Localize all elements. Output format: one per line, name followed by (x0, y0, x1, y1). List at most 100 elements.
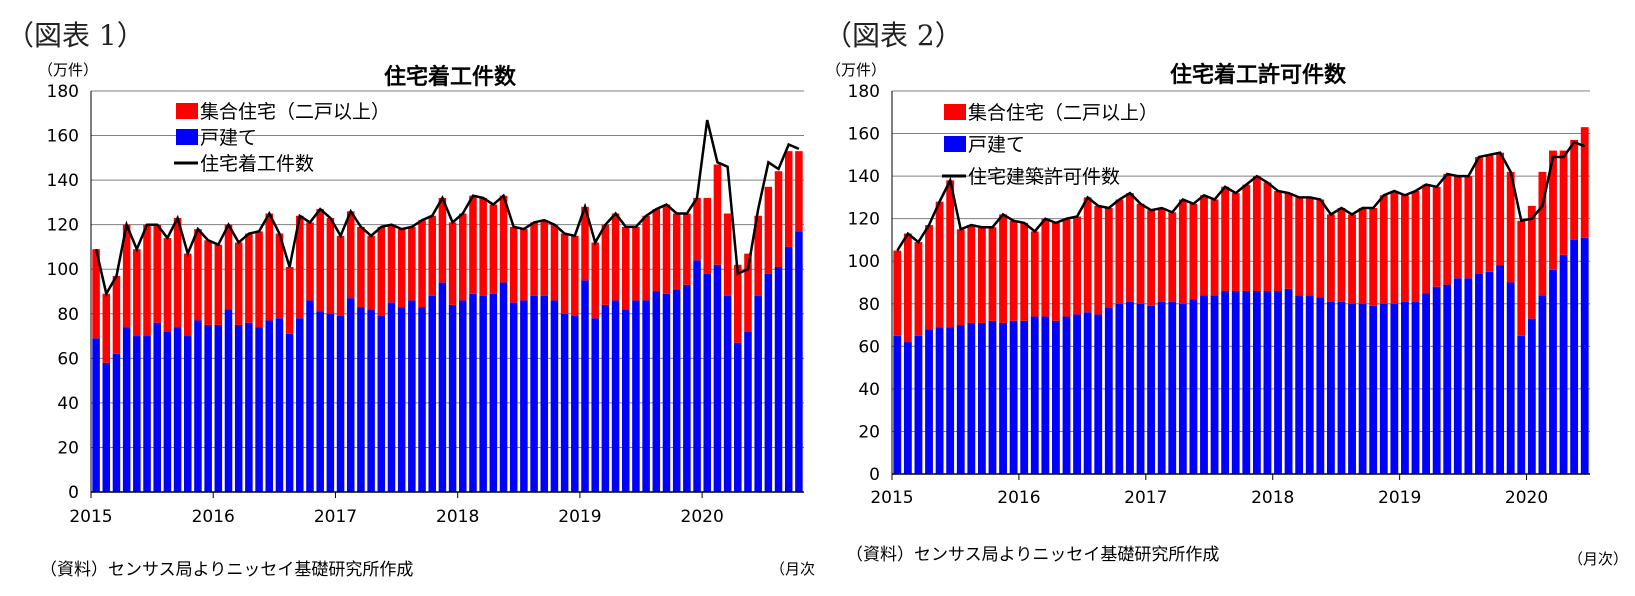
bar-single-family (214, 324, 223, 492)
bar-single-family (1274, 291, 1282, 474)
x-tick-label: 2017 (1124, 488, 1167, 508)
bar-single-family (173, 327, 182, 492)
bar-single-family (734, 342, 742, 492)
bar-multi-family (1517, 220, 1526, 336)
x-tick-label: 2016 (192, 507, 235, 527)
bar-multi-family (1062, 218, 1071, 317)
bar-single-family (903, 342, 912, 474)
bar-multi-family (428, 215, 436, 296)
bar-multi-family (967, 225, 976, 323)
y-tick-label: 120 (848, 210, 880, 230)
bar-multi-family (92, 249, 100, 339)
bar-multi-family (1104, 208, 1113, 309)
bar-multi-family (893, 250, 902, 336)
bar-single-family (1104, 308, 1113, 474)
bar-single-family (988, 320, 997, 474)
bar-multi-family (1485, 154, 1494, 272)
bar-multi-family (296, 215, 304, 319)
bar-single-family (1062, 316, 1071, 474)
bar-multi-family (1073, 216, 1081, 315)
y-tick-label: 40 (858, 380, 880, 400)
bar-single-family (1580, 237, 1589, 474)
chart-housing-starts: 0 20 40 60 80 100 120 140 160 180 2015 2016 2017 2018… (38, 61, 804, 527)
bar-single-family (693, 260, 701, 492)
bar-single-family (306, 300, 314, 492)
bar-multi-family (1263, 182, 1272, 292)
bar-single-family (1030, 316, 1039, 474)
chart-2-svg: 0 20 40 60 80 100 120 140 160 180 2015 2016 2017 2018… (826, 61, 1590, 508)
bar-multi-family (1030, 231, 1039, 317)
bar-multi-family (795, 151, 803, 232)
bar-multi-family (754, 215, 762, 296)
bar-multi-family (234, 242, 243, 325)
bar-single-family (1157, 301, 1166, 474)
bar-single-family (316, 311, 324, 492)
bar-single-family (1570, 239, 1579, 474)
bar-single-family (285, 333, 294, 492)
bar-multi-family (306, 222, 314, 301)
legend-label: 戸建て (200, 127, 257, 149)
bar-single-family (925, 329, 933, 474)
bar-multi-family (988, 227, 997, 321)
bar-single-family (1263, 291, 1272, 474)
bar-single-family (1411, 301, 1420, 474)
bar-single-family (774, 266, 783, 492)
x-tick-label: 2018 (436, 507, 479, 527)
y-tick-label: 180 (848, 82, 880, 102)
bar-multi-family (1221, 186, 1230, 292)
bar-multi-family (214, 244, 223, 325)
bar-single-family (540, 295, 549, 492)
bar-multi-family (1326, 214, 1335, 302)
bar-single-family (601, 304, 610, 492)
bar-single-family (1041, 316, 1050, 474)
bar-single-family (1083, 312, 1092, 474)
bar-single-family (946, 327, 955, 474)
bar-multi-family (316, 209, 324, 312)
bar-multi-family (336, 235, 345, 317)
bar-multi-family (1305, 197, 1314, 296)
bar-multi-family (764, 186, 773, 274)
bar-multi-family (1453, 176, 1462, 279)
y-tick-label: 0 (869, 465, 880, 485)
bar-single-family (1538, 295, 1547, 474)
x-tick-label: 2015 (870, 488, 913, 508)
bar-single-family (499, 282, 508, 492)
bar-multi-family (1348, 214, 1356, 304)
bar-single-family (914, 335, 923, 474)
figure-2-xunit: （月次） (1568, 550, 1629, 568)
bar-single-family (530, 295, 538, 492)
bar-multi-family (1580, 127, 1589, 238)
bar-single-family (1506, 282, 1515, 474)
bar-single-family (153, 322, 161, 492)
bar-single-family (1295, 295, 1304, 474)
bar-single-family (265, 320, 274, 492)
bar-multi-family (255, 231, 263, 328)
bar-single-family (754, 295, 762, 492)
bar-single-family (1126, 301, 1134, 474)
bar-single-family (893, 335, 902, 474)
y-tick-label: 20 (858, 422, 880, 442)
bar-multi-family (683, 213, 691, 285)
y-tick-label: 60 (57, 349, 79, 369)
bar-multi-family (601, 224, 610, 305)
bar-multi-family (642, 215, 650, 301)
bar-single-family (326, 313, 335, 492)
bar-multi-family (672, 213, 681, 290)
bar-multi-family (153, 224, 161, 323)
bar-single-family (520, 300, 528, 492)
bar-multi-family (245, 233, 253, 323)
bar-single-family (1189, 299, 1198, 474)
bar-multi-family (723, 213, 732, 296)
legend-label: 住宅建築許可件数 (968, 166, 1120, 188)
bar-single-family (1369, 305, 1378, 474)
bar-single-family (143, 336, 151, 492)
y-tick-label: 80 (57, 305, 79, 325)
bar-single-family (357, 307, 365, 492)
bar-single-family (224, 309, 233, 492)
bar-single-family (408, 300, 416, 492)
bar-multi-family (509, 226, 518, 303)
chart-building-permits: 0 20 40 60 80 100 120 140 160 180 2015 2016 2017 2018… (818, 0, 1635, 596)
bar-multi-family (1242, 184, 1251, 292)
bar-multi-family (1475, 156, 1483, 274)
bar-single-family (935, 327, 944, 474)
